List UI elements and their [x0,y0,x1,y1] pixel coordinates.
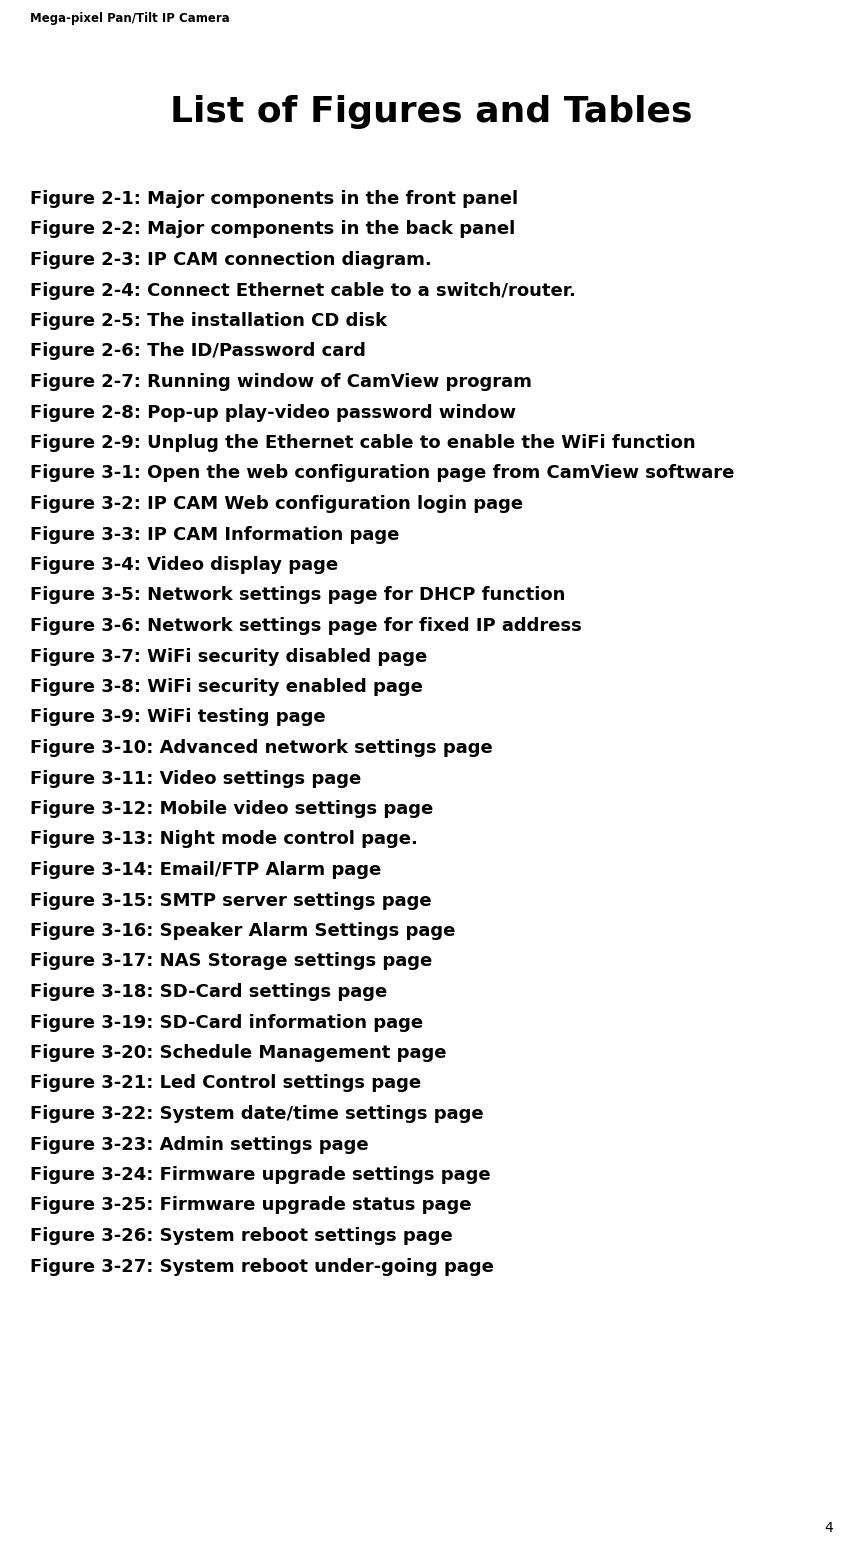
Text: Figure 3-1: Open the web configuration page from CamView software: Figure 3-1: Open the web configuration p… [30,464,734,483]
Text: Figure 3-2: IP CAM Web configuration login page: Figure 3-2: IP CAM Web configuration log… [30,495,523,512]
Text: Figure 3-15: SMTP server settings page: Figure 3-15: SMTP server settings page [30,891,431,910]
Text: List of Figures and Tables: List of Figures and Tables [170,95,693,129]
Text: Figure 3-18: SD-Card settings page: Figure 3-18: SD-Card settings page [30,983,387,1002]
Text: Figure 3-22: System date/time settings page: Figure 3-22: System date/time settings p… [30,1106,483,1123]
Text: Figure 3-17: NAS Storage settings page: Figure 3-17: NAS Storage settings page [30,952,432,971]
Text: Figure 2-4: Connect Ethernet cable to a switch/router.: Figure 2-4: Connect Ethernet cable to a … [30,281,576,300]
Text: Figure 3-14: Email/FTP Alarm page: Figure 3-14: Email/FTP Alarm page [30,860,381,879]
Text: Figure 2-2: Major components in the back panel: Figure 2-2: Major components in the back… [30,221,515,239]
Text: Figure 3-5: Network settings page for DHCP function: Figure 3-5: Network settings page for DH… [30,587,565,604]
Text: Figure 3-23: Admin settings page: Figure 3-23: Admin settings page [30,1135,369,1154]
Text: Figure 2-8: Pop-up play-video password window: Figure 2-8: Pop-up play-video password w… [30,404,516,421]
Text: Mega-pixel Pan/Tilt IP Camera: Mega-pixel Pan/Tilt IP Camera [30,12,230,25]
Text: Figure 2-1: Major components in the front panel: Figure 2-1: Major components in the fron… [30,189,518,208]
Text: Figure 2-3: IP CAM connection diagram.: Figure 2-3: IP CAM connection diagram. [30,252,431,269]
Text: Figure 2-6: The ID/Password card: Figure 2-6: The ID/Password card [30,343,366,360]
Text: Figure 3-10: Advanced network settings page: Figure 3-10: Advanced network settings p… [30,739,493,756]
Text: Figure 3-21: Led Control settings page: Figure 3-21: Led Control settings page [30,1075,421,1092]
Text: Figure 3-11: Video settings page: Figure 3-11: Video settings page [30,769,362,787]
Text: Figure 3-27: System reboot under-going page: Figure 3-27: System reboot under-going p… [30,1258,494,1275]
Text: Figure 3-13: Night mode control page.: Figure 3-13: Night mode control page. [30,831,418,848]
Text: Figure 3-7: WiFi security disabled page: Figure 3-7: WiFi security disabled page [30,648,427,666]
Text: Figure 3-24: Firmware upgrade settings page: Figure 3-24: Firmware upgrade settings p… [30,1166,491,1183]
Text: Figure 3-12: Mobile video settings page: Figure 3-12: Mobile video settings page [30,800,433,818]
Text: Figure 3-3: IP CAM Information page: Figure 3-3: IP CAM Information page [30,525,400,544]
Text: Figure 3-9: WiFi testing page: Figure 3-9: WiFi testing page [30,708,325,727]
Text: Figure 2-5: The installation CD disk: Figure 2-5: The installation CD disk [30,312,387,329]
Text: Figure 3-8: WiFi security enabled page: Figure 3-8: WiFi security enabled page [30,679,423,696]
Text: Figure 3-25: Firmware upgrade status page: Figure 3-25: Firmware upgrade status pag… [30,1196,471,1214]
Text: Figure 3-6: Network settings page for fixed IP address: Figure 3-6: Network settings page for fi… [30,617,582,635]
Text: Figure 3-16: Speaker Alarm Settings page: Figure 3-16: Speaker Alarm Settings page [30,922,456,940]
Text: 4: 4 [824,1520,833,1534]
Text: Figure 3-26: System reboot settings page: Figure 3-26: System reboot settings page [30,1227,453,1246]
Text: Figure 2-9: Unplug the Ethernet cable to enable the WiFi function: Figure 2-9: Unplug the Ethernet cable to… [30,433,696,452]
Text: Figure 2-7: Running window of CamView program: Figure 2-7: Running window of CamView pr… [30,373,532,391]
Text: Figure 3-20: Schedule Management page: Figure 3-20: Schedule Management page [30,1044,446,1062]
Text: Figure 3-19: SD-Card information page: Figure 3-19: SD-Card information page [30,1014,423,1031]
Text: Figure 3-4: Video display page: Figure 3-4: Video display page [30,556,338,575]
